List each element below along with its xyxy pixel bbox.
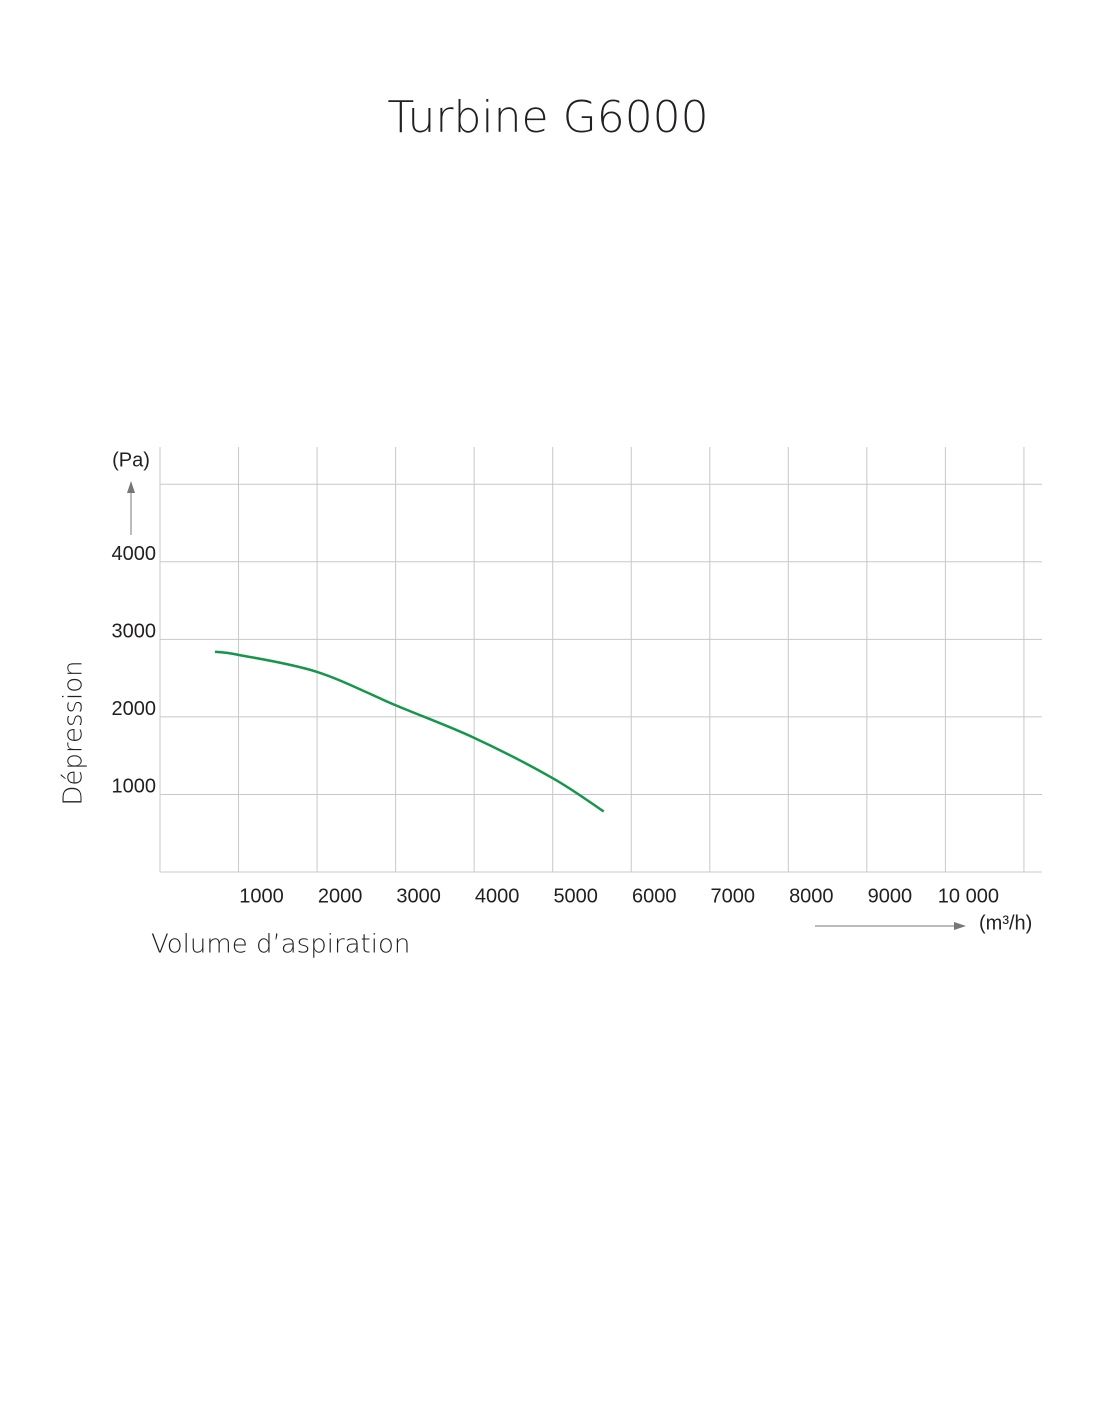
x-tick-label: 2000	[318, 885, 363, 907]
x-tick-label: 9000	[868, 885, 913, 907]
x-unit: (m³/h)	[979, 912, 1032, 934]
x-tick-label: 7000	[711, 885, 756, 907]
x-tick-label: 1000	[239, 885, 284, 907]
y-axis-label: Dépression	[59, 660, 89, 805]
y-tick-label: 3000	[112, 621, 157, 643]
x-axis-label: Volume d’aspiration	[151, 930, 410, 960]
y-unit: (Pa)	[112, 449, 150, 471]
x-tick-label: 6000	[632, 885, 677, 907]
y-arrow-head	[127, 481, 135, 493]
y-tick-label: 4000	[112, 543, 157, 565]
chart-title: Turbine G6000	[387, 92, 708, 143]
x-tick-label: 10 000	[938, 885, 999, 907]
y-tick-label: 1000	[112, 776, 157, 798]
y-tick-label: 2000	[112, 698, 157, 720]
curve	[214, 650, 605, 813]
x-tick-label: 3000	[396, 885, 441, 907]
x-tick-label: 5000	[553, 885, 598, 907]
x-tick-label: 4000	[475, 885, 520, 907]
x-arrow-head	[954, 922, 966, 930]
x-tick-label: 8000	[789, 885, 834, 907]
